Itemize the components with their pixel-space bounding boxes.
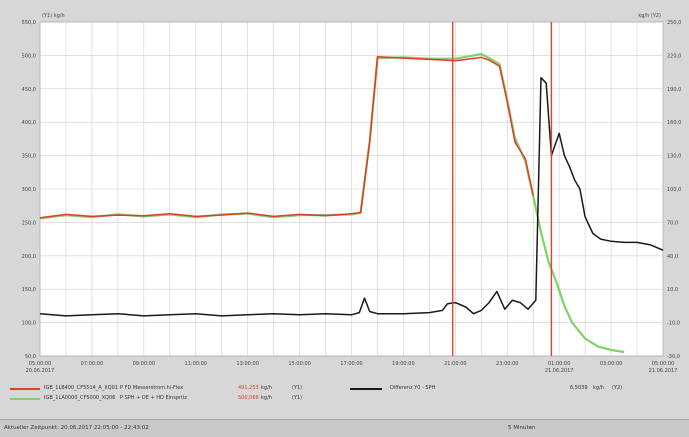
legend-value-2: 500,066 — [238, 395, 259, 401]
x-tick-date: 20.06.2017 — [26, 368, 55, 374]
legend-row-2[interactable]: IGB_1LA0000_CF5000_XQ06 P SPH + DE + HD … — [10, 395, 410, 404]
status-right: 5 Minuten — [508, 425, 536, 431]
y1-tick-label: 200,0 — [22, 254, 36, 260]
y2-tick-label: 40,0 — [667, 254, 678, 260]
y1-unit-label: (Y1) kg/h — [42, 13, 65, 19]
y2-unit-label: kg/h (Y2) — [638, 13, 661, 19]
x-tick-label: 03:00:00 — [600, 361, 622, 367]
legend-axis-2: (Y1) — [292, 395, 303, 401]
y1-tick-label: 500,0 — [22, 53, 36, 59]
legend-axis-3: (Y2) — [612, 385, 623, 391]
legend: IGB_1LB400_CF5514_A_XQ01 P FD Messerstro… — [10, 385, 680, 415]
y2-tick-label: 130,0 — [667, 154, 681, 160]
legend-unit-3: kg/h — [593, 385, 604, 391]
x-tick-label: 23:00:00 — [496, 361, 518, 367]
y1-tick-label: 150,0 — [22, 287, 36, 293]
y2-tick-label: 250,0 — [667, 20, 681, 26]
x-tick-label: 05:00:00 — [652, 361, 674, 367]
y2-tick-label: 220,0 — [667, 53, 681, 59]
x-tick-date: 21.06.2017 — [545, 368, 574, 374]
legend-row-3[interactable]: Differenz Y0 - SPH 6,5039 kg/h (Y2) — [350, 385, 680, 394]
y1-tick-label: 50,0 — [25, 354, 36, 360]
y1-tick-label: 350,0 — [22, 154, 36, 160]
x-tick-date: 21.06.2017 — [649, 368, 678, 374]
x-tick-label: 17:00:00 — [340, 361, 362, 367]
status-bar: Aktueller Zeitpunkt: 20.06.2017 22:05:00… — [0, 419, 689, 437]
x-tick-label: 19:00:00 — [392, 361, 414, 367]
status-left: Aktueller Zeitpunkt: 20.06.2017 22:05:00… — [4, 425, 149, 431]
y2-tick-label: 100,0 — [667, 187, 681, 193]
legend-name-2: IGB_1LA0000_CF5000_XQ06 — [44, 395, 116, 401]
y2-tick-label: 10,0 — [667, 287, 678, 293]
legend-name-3: Differenz Y0 - SPH — [390, 385, 436, 391]
x-tick-label: 21:00:00 — [444, 361, 466, 367]
legend-desc-2: P SPH + DE + HD Einspritz — [120, 395, 188, 401]
y1-tick-label: 550,0 — [22, 20, 36, 26]
legend-axis-1: (Y1) — [292, 385, 303, 391]
x-tick-label: 07:00:00 — [81, 361, 103, 367]
x-tick-label: 01:00:00 — [548, 361, 570, 367]
y2-tick-label: -10,0 — [667, 321, 680, 327]
legend-row-1[interactable]: IGB_1LB400_CF5514_A_XQ01 P FD Messerstro… — [10, 385, 410, 394]
legend-swatch-2 — [10, 398, 40, 400]
legend-value-3: 6,5039 — [570, 385, 588, 391]
legend-unit-2: kg/h — [261, 395, 272, 401]
y2-tick-label: 160,0 — [667, 120, 681, 126]
y2-tick-label: 190,0 — [667, 87, 681, 93]
legend-name-1: IGB_1LB400_CF5514_A_XQ01 — [44, 385, 118, 391]
y1-tick-label: 250,0 — [22, 220, 36, 226]
legend-swatch-3 — [350, 388, 382, 390]
x-tick-label: 09:00:00 — [133, 361, 155, 367]
x-tick-label: 05:00:00 — [29, 361, 51, 367]
y1-tick-label: 400,0 — [22, 120, 36, 126]
legend-swatch-1 — [10, 388, 40, 390]
x-tick-label: 15:00:00 — [288, 361, 310, 367]
y2-tick-label: 70,0 — [667, 220, 678, 226]
x-tick-label: 13:00:00 — [236, 361, 258, 367]
x-tick-label: 11:00:00 — [185, 361, 207, 367]
series-line-3 — [39, 76, 664, 317]
y1-tick-label: 100,0 — [22, 321, 36, 327]
series-line-1 — [39, 55, 534, 219]
y1-tick-label: 300,0 — [22, 187, 36, 193]
legend-desc-1: P FD Messerstrom.hi-Flex — [120, 385, 184, 391]
legend-value-1: 491,253 — [238, 385, 259, 391]
y1-tick-label: 450,0 — [22, 87, 36, 93]
y2-tick-label: -30,0 — [667, 354, 680, 360]
legend-unit-1: kg/h — [261, 385, 272, 391]
